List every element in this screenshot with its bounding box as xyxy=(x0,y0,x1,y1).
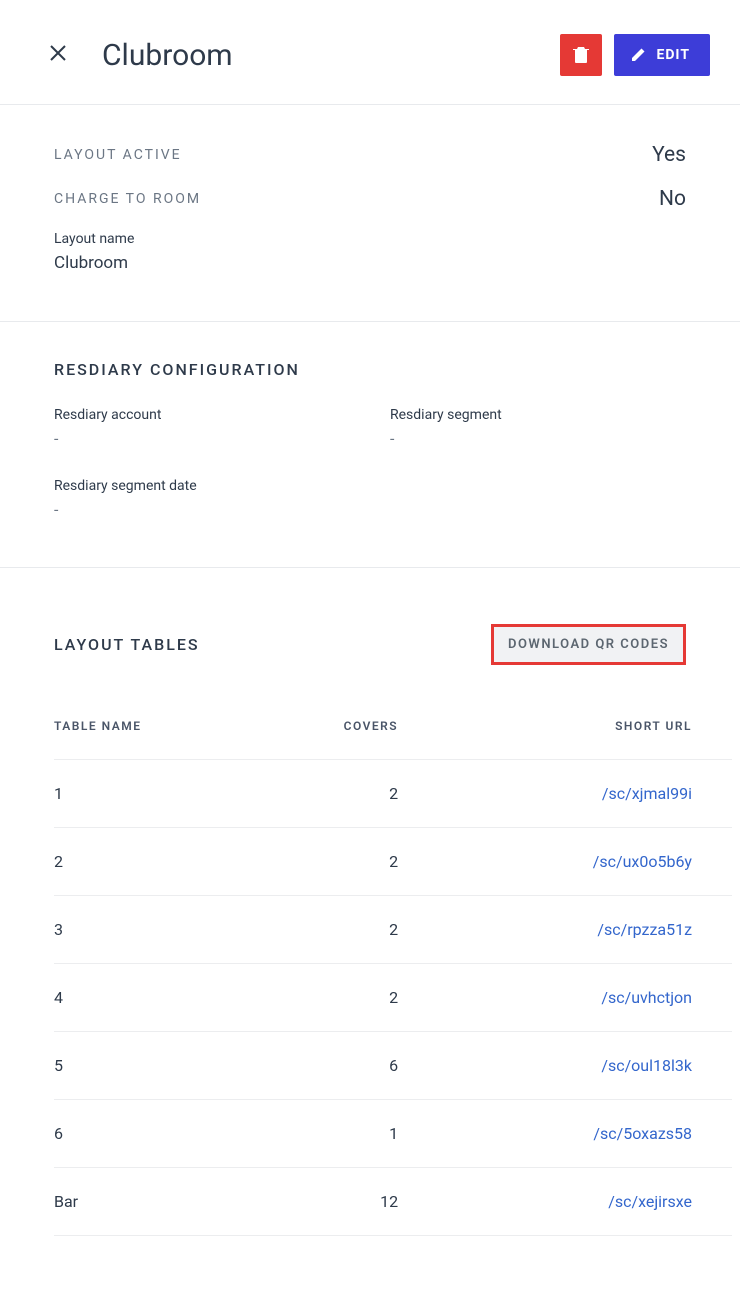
column-header-name: TABLE NAME xyxy=(54,719,239,760)
layout-active-row: LAYOUT ACTIVE Yes xyxy=(54,143,686,167)
short-url-link[interactable]: /sc/rpzza51z xyxy=(597,920,692,939)
cell-covers: 2 xyxy=(239,896,438,964)
cell-covers: 2 xyxy=(239,760,438,828)
layout-active-label: LAYOUT ACTIVE xyxy=(54,147,182,163)
cell-table-name: 3 xyxy=(54,896,239,964)
page-title: Clubroom xyxy=(102,38,560,73)
cell-table-name: 6 xyxy=(54,1100,239,1168)
layout-tables-table: TABLE NAME COVERS SHORT URL 12/sc/xjmal9… xyxy=(54,719,732,1236)
cell-table-name: 4 xyxy=(54,964,239,1032)
layout-name-value: Clubroom xyxy=(54,253,686,273)
resdiary-segment-date-block: Resdiary segment date - xyxy=(54,478,686,519)
cell-short-url: /sc/ux0o5b6y xyxy=(438,828,732,896)
column-header-covers: COVERS xyxy=(239,719,438,760)
table-row: 32/sc/rpzza51z xyxy=(54,896,732,964)
cell-short-url: /sc/rpzza51z xyxy=(438,896,732,964)
cell-table-name: 2 xyxy=(54,828,239,896)
edit-button-label: EDIT xyxy=(656,47,690,63)
resdiary-segment-block: Resdiary segment - xyxy=(390,407,686,448)
cell-short-url: /sc/oul18l3k xyxy=(438,1032,732,1100)
table-row: 22/sc/ux0o5b6y xyxy=(54,828,732,896)
layout-tables-heading: LAYOUT TABLES xyxy=(54,635,200,654)
layout-name-label: Layout name xyxy=(54,231,686,247)
cell-table-name: 5 xyxy=(54,1032,239,1100)
cell-short-url: /sc/xjmal99i xyxy=(438,760,732,828)
resdiary-heading: RESDIARY CONFIGURATION xyxy=(54,360,686,379)
pencil-icon xyxy=(630,47,646,63)
short-url-link[interactable]: /sc/5oxazs58 xyxy=(593,1124,692,1143)
column-header-url: SHORT URL xyxy=(438,719,732,760)
short-url-link[interactable]: /sc/ux0o5b6y xyxy=(593,852,692,871)
layout-active-value: Yes xyxy=(652,143,686,167)
resdiary-account-block: Resdiary account - xyxy=(54,407,350,448)
cell-covers: 2 xyxy=(239,964,438,1032)
resdiary-account-value: - xyxy=(54,429,350,448)
resdiary-account-label: Resdiary account xyxy=(54,407,350,423)
short-url-link[interactable]: /sc/xjmal99i xyxy=(602,784,692,803)
resdiary-segment-date-label: Resdiary segment date xyxy=(54,478,686,494)
cell-short-url: /sc/5oxazs58 xyxy=(438,1100,732,1168)
resdiary-segment-value: - xyxy=(390,429,686,448)
cell-covers: 1 xyxy=(239,1100,438,1168)
cell-short-url: /sc/xejirsxe xyxy=(438,1168,732,1236)
cell-short-url: /sc/uvhctjon xyxy=(438,964,732,1032)
cell-covers: 6 xyxy=(239,1032,438,1100)
close-icon xyxy=(50,45,66,61)
resdiary-segment-date-value: - xyxy=(54,500,686,519)
short-url-link[interactable]: /sc/xejirsxe xyxy=(608,1192,692,1211)
table-row: 12/sc/xjmal99i xyxy=(54,760,732,828)
cell-table-name: 1 xyxy=(54,760,239,828)
short-url-link[interactable]: /sc/oul18l3k xyxy=(601,1056,692,1075)
delete-button[interactable] xyxy=(560,34,602,76)
close-button[interactable] xyxy=(50,44,66,66)
charge-to-room-label: CHARGE TO ROOM xyxy=(54,191,201,207)
resdiary-section: RESDIARY CONFIGURATION Resdiary account … xyxy=(0,322,740,567)
charge-to-room-row: CHARGE TO ROOM No xyxy=(54,187,686,211)
table-row: 42/sc/uvhctjon xyxy=(54,964,732,1032)
summary-section: LAYOUT ACTIVE Yes CHARGE TO ROOM No Layo… xyxy=(0,105,740,321)
page-header: Clubroom EDIT xyxy=(0,0,740,105)
edit-button[interactable]: EDIT xyxy=(614,34,710,76)
table-row: 56/sc/oul18l3k xyxy=(54,1032,732,1100)
short-url-link[interactable]: /sc/uvhctjon xyxy=(601,988,692,1007)
trash-icon xyxy=(573,46,589,64)
cell-table-name: Bar xyxy=(54,1168,239,1236)
layout-name-block: Layout name Clubroom xyxy=(54,231,686,273)
charge-to-room-value: No xyxy=(659,187,686,211)
table-row: 61/sc/5oxazs58 xyxy=(54,1100,732,1168)
resdiary-segment-label: Resdiary segment xyxy=(390,407,686,423)
cell-covers: 2 xyxy=(239,828,438,896)
layout-tables-section: LAYOUT TABLES DOWNLOAD QR CODES TABLE NA… xyxy=(0,568,740,1236)
download-qr-button[interactable]: DOWNLOAD QR CODES xyxy=(491,624,686,665)
cell-covers: 12 xyxy=(239,1168,438,1236)
table-row: Bar12/sc/xejirsxe xyxy=(54,1168,732,1236)
